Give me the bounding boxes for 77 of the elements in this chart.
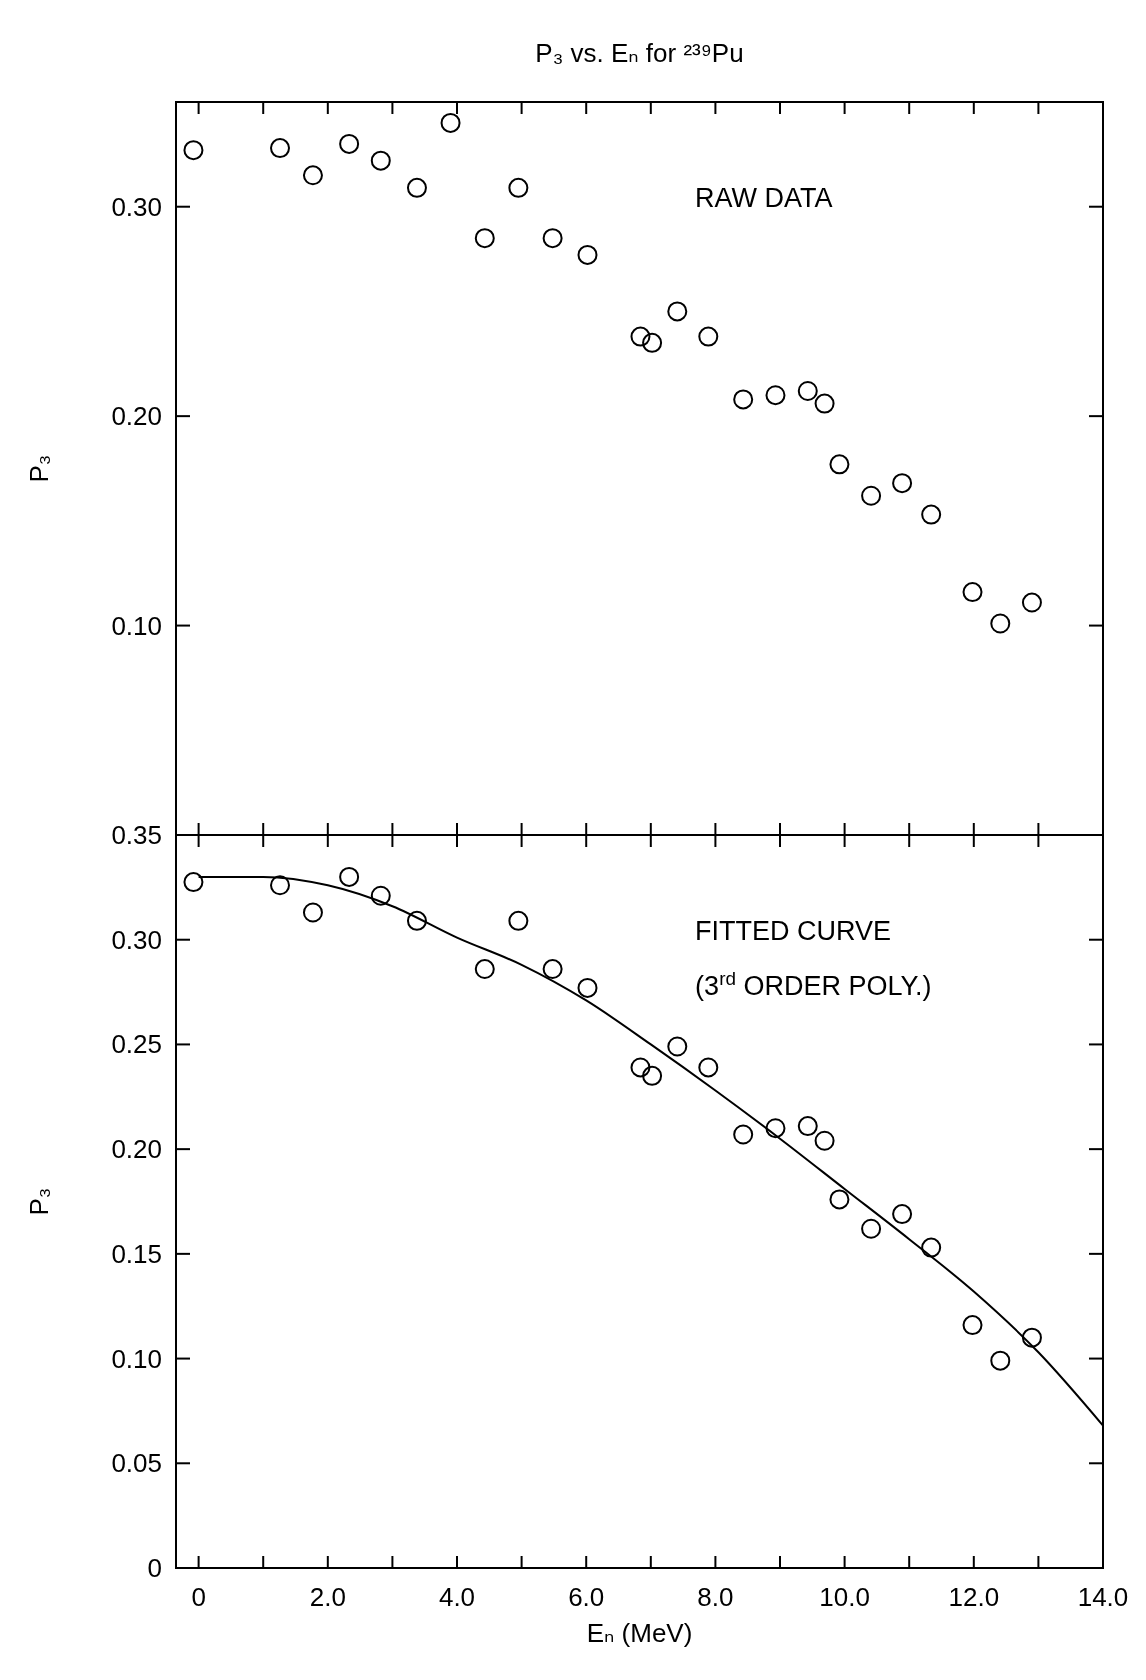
x-tick-label: 8.0 [697, 1582, 734, 1612]
y-tick-label: 0.10 [111, 1343, 162, 1374]
point [892, 1204, 913, 1225]
point [406, 177, 427, 198]
x-tick-label: 2.0 [309, 1582, 346, 1612]
x-tick-label: 14.0 [1077, 1582, 1129, 1612]
point [406, 910, 427, 931]
point [474, 959, 495, 980]
y-tick-label: 0.20 [111, 401, 162, 432]
x-axis-title: Eₙ (MeV) [586, 1618, 693, 1648]
annotation: RAW DATA [695, 183, 833, 213]
point [990, 1350, 1011, 1371]
point [797, 381, 818, 402]
y-axis-title: P₃ [24, 454, 54, 483]
point [765, 1118, 786, 1139]
y-tick-label: 0.10 [111, 610, 162, 641]
point [1021, 1327, 1042, 1348]
point [814, 393, 835, 414]
point [577, 977, 598, 998]
point [440, 112, 461, 133]
y-tick-label: 0.30 [111, 924, 162, 955]
annotation: (3$^{rd}$ ORDER POLY.) [695, 967, 932, 1001]
point [667, 301, 688, 322]
point [183, 140, 204, 161]
y-tick-label: 0.35 [111, 820, 162, 850]
point [370, 885, 391, 906]
point [270, 875, 291, 896]
y-tick-label: 0.25 [111, 1029, 162, 1060]
point [861, 1218, 882, 1239]
point [1021, 592, 1042, 613]
point [921, 504, 942, 525]
point [370, 150, 391, 171]
point [990, 613, 1011, 634]
point [962, 1315, 983, 1336]
point [861, 485, 882, 506]
point [814, 1130, 835, 1151]
point [630, 1057, 651, 1078]
point [183, 872, 204, 893]
x-tick-label: 0 [191, 1582, 206, 1612]
point [302, 165, 323, 186]
x-tick-label: 10.0 [819, 1582, 870, 1612]
y-tick-label: 0.30 [111, 191, 162, 222]
point [829, 1189, 850, 1210]
point [829, 454, 850, 475]
point [733, 389, 754, 410]
y-axis-title: P₃ [24, 1187, 54, 1216]
point [962, 582, 983, 603]
point [577, 244, 598, 265]
point [542, 959, 563, 980]
point [270, 138, 291, 159]
point [921, 1237, 942, 1258]
y-tick-label: 0.05 [111, 1448, 162, 1479]
point [733, 1124, 754, 1145]
point [542, 228, 563, 249]
annotation: FITTED CURVE [695, 916, 892, 946]
point [765, 385, 786, 406]
point [797, 1116, 818, 1137]
y-tick-label: 0 [147, 1553, 162, 1583]
point [508, 910, 529, 931]
point [698, 1057, 719, 1078]
x-tick-label: 12.0 [948, 1582, 1000, 1612]
y-tick-label: 0.20 [111, 1134, 162, 1165]
point [302, 902, 323, 923]
point [474, 228, 495, 249]
point [339, 866, 360, 887]
y-tick-label: 0.15 [111, 1238, 162, 1269]
point [667, 1036, 688, 1057]
x-tick-label: 6.0 [568, 1582, 605, 1612]
x-tick-label: 4.0 [438, 1582, 476, 1612]
point [698, 326, 719, 347]
point [892, 473, 913, 494]
chart-title: P₃ vs. Eₙ for ²³⁹Pu [535, 38, 744, 68]
point [642, 1065, 663, 1086]
point [630, 326, 651, 347]
point [339, 133, 360, 154]
point [508, 177, 529, 198]
point [642, 332, 663, 353]
